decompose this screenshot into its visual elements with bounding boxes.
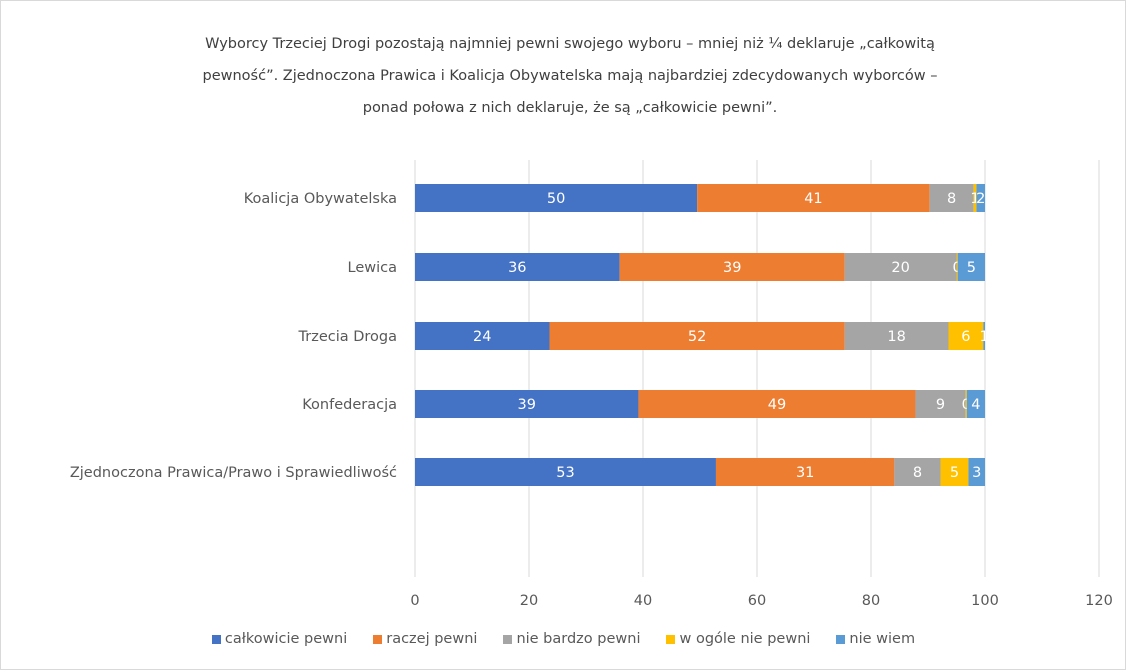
bar-segment (968, 458, 985, 486)
bar-segment (844, 253, 957, 281)
legend-swatch (666, 634, 676, 644)
x-tick-label: 0 (410, 593, 419, 609)
legend-item: nie wiem (836, 631, 915, 647)
data-label: 18 (887, 329, 905, 345)
data-label: 6 (961, 329, 970, 345)
data-label: 1 (980, 329, 989, 345)
bar-segment (957, 253, 985, 281)
bar-segment (983, 322, 985, 350)
data-label: 53 (556, 465, 574, 481)
data-label: 31 (796, 465, 814, 481)
bar-segment (415, 322, 550, 350)
data-label: 50 (547, 191, 565, 207)
bar-segment (948, 322, 984, 350)
bar-segment (915, 390, 966, 418)
category-label: Trzecia Droga (298, 329, 397, 345)
bar-segment (929, 184, 974, 212)
x-tick-label: 60 (748, 593, 766, 609)
data-label: 8 (913, 465, 922, 481)
data-label: 41 (804, 191, 822, 207)
data-label: 0 (962, 397, 971, 413)
data-label: 9 (936, 397, 945, 413)
bar-segment (638, 390, 916, 418)
x-tick-label: 80 (862, 593, 880, 609)
category-label: Koalicja Obywatelska (244, 191, 397, 207)
chart-legend: całkowicie pewni raczej pewni nie bardzo p… (0, 631, 1127, 647)
bar-segment (415, 253, 620, 281)
bar-segment (549, 322, 845, 350)
legend-swatch (211, 634, 221, 644)
bar-segment (956, 253, 958, 281)
chart-title: Wyborcy Trzeciej Drogi pozostają najmnie… (202, 36, 938, 116)
category-label: Konfederacja (302, 397, 397, 413)
data-label: 2 (976, 191, 985, 207)
x-tick-label: 40 (634, 593, 652, 609)
bar-segment (894, 458, 941, 486)
legend-item: nie bardzo pewni (503, 631, 640, 647)
x-tick-label: 100 (971, 593, 999, 609)
bar-segment (844, 322, 949, 350)
x-tick-label: 120 (1085, 593, 1113, 609)
legend-swatch (836, 634, 846, 644)
bar-segment (976, 184, 985, 212)
data-label: 36 (508, 260, 526, 276)
data-label: 3 (972, 465, 981, 481)
legend-label: raczej pewni (386, 631, 478, 647)
data-label: 1 (970, 191, 979, 207)
x-tick-label: 20 (520, 593, 538, 609)
data-label: 4 (971, 397, 980, 413)
legend-swatch (503, 634, 513, 644)
legend-label: całkowicie pewni (224, 631, 348, 647)
data-label: 24 (473, 329, 491, 345)
data-label: 5 (950, 465, 959, 481)
data-label: 39 (723, 260, 741, 276)
bar-segment (940, 458, 969, 486)
data-label: 39 (517, 397, 535, 413)
bar-segment (966, 390, 985, 418)
data-label: 8 (947, 191, 956, 207)
legend-label: nie bardzo pewni (516, 631, 641, 647)
bar-segment (415, 458, 716, 486)
legend-item: raczej pewni (373, 631, 477, 647)
bar-segment (619, 253, 845, 281)
legend-item: całkowicie pewni (211, 631, 348, 647)
bar-segment (965, 390, 967, 418)
data-label: 49 (768, 397, 786, 413)
data-label: 5 (967, 260, 976, 276)
category-label: Lewica (348, 260, 398, 276)
data-label: 20 (891, 260, 909, 276)
bar-segment (697, 184, 930, 212)
legend-label: nie wiem (849, 631, 916, 647)
data-label: 0 (952, 260, 961, 276)
data-label: 52 (688, 329, 706, 345)
bar-segment (415, 390, 639, 418)
bar-segment (715, 458, 895, 486)
bar-segment (415, 184, 698, 212)
legend-swatch (373, 634, 383, 644)
category-label: Zjednoczona Prawica/Prawo i Sprawiedliwo… (70, 465, 397, 481)
legend-item: w ogóle nie pewni (666, 631, 810, 647)
legend-label: w ogóle nie pewni (679, 631, 811, 647)
bar-segment (973, 184, 977, 212)
